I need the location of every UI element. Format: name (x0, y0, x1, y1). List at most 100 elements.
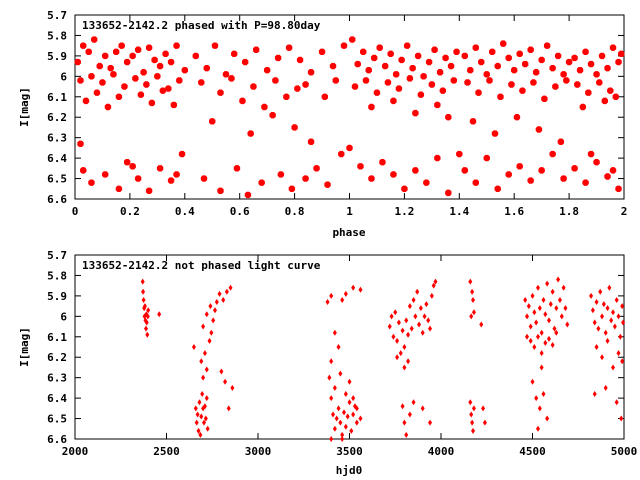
data-point (223, 378, 228, 385)
data-point (396, 319, 401, 326)
data-point (217, 89, 224, 96)
data-point (472, 179, 479, 186)
data-point (176, 77, 183, 84)
data-point (587, 60, 595, 68)
data-point (354, 60, 361, 68)
data-point (447, 62, 455, 70)
data-point (471, 427, 476, 434)
data-point (554, 52, 562, 60)
data-point (209, 118, 216, 125)
data-point (593, 159, 600, 166)
data-point (93, 89, 101, 96)
data-point (579, 103, 587, 111)
data-point (296, 56, 304, 64)
data-point (269, 111, 276, 119)
data-point (530, 292, 535, 299)
data-point (195, 411, 200, 418)
data-point (519, 87, 526, 94)
data-point (263, 67, 271, 74)
data-point (387, 323, 392, 330)
data-point (537, 305, 542, 312)
data-point (598, 52, 606, 60)
data-point (445, 114, 452, 121)
data-point (110, 71, 117, 78)
data-point (404, 317, 409, 324)
data-point (154, 73, 161, 80)
data-point (203, 415, 208, 422)
data-point (88, 179, 95, 186)
data-point (545, 280, 550, 287)
x-tick-label: 0.4 (175, 205, 195, 218)
data-point (422, 313, 427, 320)
data-point (556, 276, 561, 283)
data-point (552, 325, 557, 332)
data-point (616, 350, 621, 357)
data-point (201, 323, 206, 330)
data-point (528, 323, 533, 330)
data-point (351, 284, 356, 291)
data-point (118, 42, 125, 49)
data-point (571, 165, 578, 172)
data-point (274, 54, 282, 62)
y-tick-label: 6.3 (47, 372, 67, 385)
data-point (324, 181, 331, 188)
data-point (288, 185, 296, 192)
data-point (482, 419, 487, 426)
data-point (587, 150, 595, 158)
data-point (511, 67, 518, 74)
data-point (424, 301, 429, 308)
data-point (582, 48, 589, 55)
data-point (561, 284, 566, 291)
data-point (607, 284, 612, 291)
data-point (598, 288, 603, 295)
data-point (532, 69, 540, 76)
data-point (611, 364, 616, 371)
data-point (539, 364, 544, 371)
y-axis-label-phased: I[mag] (18, 87, 31, 127)
data-point (560, 71, 567, 78)
data-point (145, 313, 150, 320)
data-point (250, 83, 257, 90)
data-point (134, 46, 142, 53)
data-point (516, 163, 523, 170)
data-point (349, 427, 354, 434)
data-point (543, 339, 548, 346)
data-point (77, 77, 84, 84)
data-point (112, 48, 120, 55)
data-point (162, 50, 169, 58)
data-point (423, 179, 430, 186)
data-point (368, 103, 375, 111)
data-point (428, 325, 433, 332)
data-point (156, 165, 164, 172)
data-point (412, 109, 419, 117)
data-point (239, 97, 246, 105)
data-point (373, 89, 381, 96)
data-point (521, 60, 529, 68)
data-point (478, 58, 485, 66)
data-point (141, 296, 146, 303)
data-point (209, 329, 214, 336)
data-point (91, 36, 98, 43)
x-axis-label-phased: phase (332, 226, 365, 239)
y-tick-label: 5.8 (47, 269, 67, 282)
data-point (181, 67, 188, 74)
data-point (258, 179, 265, 186)
x-tick-label: 2000 (62, 445, 89, 458)
data-point (198, 431, 203, 438)
data-point (123, 159, 131, 166)
data-point (436, 69, 444, 76)
data-point (601, 301, 606, 308)
data-point (340, 42, 348, 49)
y-tick-label: 5.9 (47, 50, 67, 63)
data-point (340, 296, 345, 303)
data-point (417, 321, 422, 328)
data-point (343, 391, 348, 398)
data-point (384, 79, 392, 86)
data-point (202, 403, 207, 410)
data-point (157, 311, 162, 318)
data-point (347, 399, 352, 406)
data-point (358, 415, 363, 422)
data-point (191, 344, 196, 350)
data-point (434, 154, 441, 162)
data-point (340, 436, 345, 442)
